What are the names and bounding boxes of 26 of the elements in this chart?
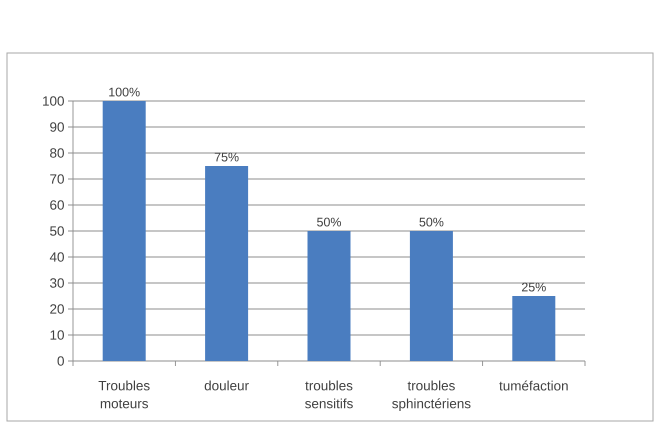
y-tick-label: 80: [50, 148, 64, 158]
data-label: 50%: [419, 218, 444, 226]
bar: [512, 296, 556, 361]
bar: [307, 231, 351, 361]
bar: [410, 231, 453, 361]
y-tick-label: 100: [43, 96, 64, 106]
y-tick-label: 50: [50, 226, 64, 236]
y-tick-label: 70: [50, 174, 64, 184]
y-tick-label: 10: [50, 330, 64, 340]
y-tick-label: 20: [50, 304, 64, 314]
data-label: 50%: [317, 218, 342, 226]
y-tick-label: 0: [58, 356, 64, 366]
y-tick-label: 60: [50, 200, 64, 210]
bar: [205, 166, 248, 361]
x-tick-label: troubles sensitifs: [305, 380, 353, 408]
data-label: 75%: [214, 152, 239, 162]
y-tick-label: 30: [50, 278, 64, 288]
x-tick-label: troubles sphinctériens: [392, 380, 471, 411]
x-tick-label: tuméfaction: [499, 380, 568, 391]
y-tick-label: 90: [50, 122, 64, 132]
data-label: 100%: [109, 88, 140, 96]
x-tick-label: douleur: [204, 380, 249, 390]
bar: [102, 100, 146, 361]
data-label: 25%: [522, 282, 546, 292]
x-tick-label: Troubles moteurs: [98, 380, 150, 408]
y-tick-label: 40: [50, 252, 64, 262]
